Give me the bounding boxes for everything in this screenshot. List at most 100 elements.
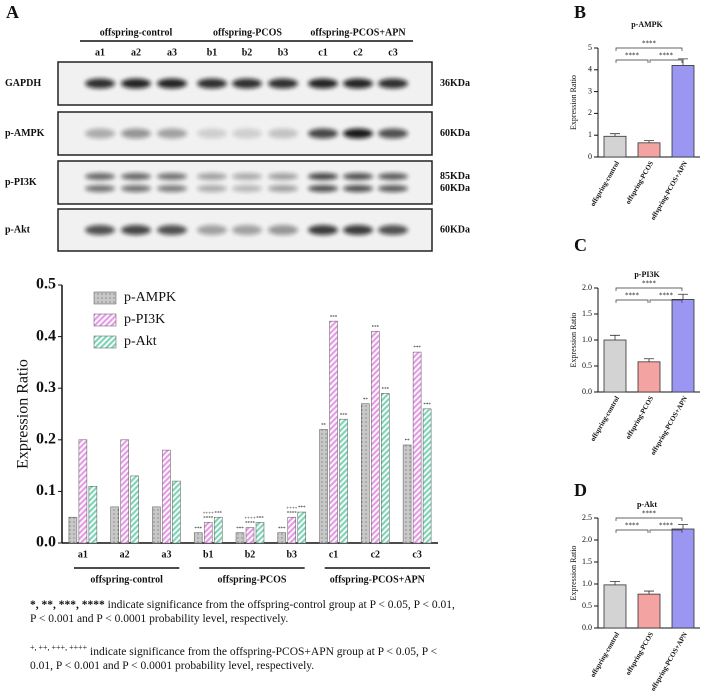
- lane-label: b2: [242, 47, 253, 58]
- chart-title: p-AMPK: [631, 20, 663, 29]
- x-tick-label: offspring-control: [589, 160, 621, 208]
- x-tick-label: offspring-PCOS+APN: [649, 631, 689, 693]
- y-tick-label: 2.5: [582, 513, 592, 522]
- y-axis-label: Expression Ratio: [569, 313, 578, 368]
- y-tick-label: 0.1: [36, 482, 56, 499]
- significance-label: ****: [642, 510, 657, 518]
- significance-label: ****: [642, 40, 657, 48]
- error-bar: [610, 580, 620, 585]
- blot-band: [268, 225, 298, 235]
- y-axis-label: Expression Ratio: [15, 359, 32, 469]
- significance-label: ****: [659, 52, 674, 60]
- significance-label: ***: [413, 346, 421, 351]
- y-tick-label: 1.5: [582, 557, 592, 566]
- y-tick-label: 0.0: [582, 623, 592, 632]
- significance-label: ****: [625, 522, 640, 530]
- lane-label: a1: [95, 47, 105, 58]
- blot-band: [343, 78, 373, 89]
- footnote-text: indicate significance from the offspring…: [30, 599, 455, 625]
- significance-label: ***: [278, 527, 286, 532]
- significance-label: ****: [642, 280, 657, 288]
- y-tick-label: 0: [588, 152, 592, 161]
- x-tick-label: b1: [203, 549, 214, 560]
- x-tick-label: a3: [161, 549, 171, 560]
- blot-band: [197, 225, 227, 235]
- bar: [88, 485, 98, 544]
- group-label: offspring-control: [90, 574, 163, 585]
- panel-label: A: [6, 2, 19, 22]
- blot-band: [85, 185, 115, 192]
- group-label: offspring-PCOS+APN: [330, 574, 426, 585]
- error-bar: [678, 58, 688, 66]
- blot-band: [232, 225, 262, 235]
- bar: [193, 532, 203, 544]
- bar: [422, 408, 432, 544]
- y-tick-label: 1.5: [582, 309, 592, 318]
- y-tick-label: 0.0: [36, 534, 56, 551]
- blot-band: [85, 128, 115, 139]
- lane-label: c2: [353, 47, 362, 58]
- y-tick-label: 2.0: [582, 535, 592, 544]
- y-tick-label: 0.0: [582, 387, 592, 396]
- bar: [603, 584, 627, 629]
- bar: [78, 439, 88, 544]
- x-tick-label: offspring-PCOS: [624, 631, 655, 677]
- bar: [361, 403, 370, 544]
- x-tick-label: offspring-PCOS+APN: [649, 160, 689, 222]
- chart-title: p-PI3K: [634, 270, 660, 279]
- bar: [637, 361, 661, 393]
- y-tick-label: 1: [588, 130, 592, 139]
- bar: [203, 522, 213, 544]
- footnote-text: indicate significance from the offspring…: [30, 645, 438, 672]
- x-tick-label: a2: [120, 549, 130, 560]
- significance-bracket: [649, 529, 683, 533]
- legend-swatch: [93, 335, 117, 349]
- blot-band: [121, 185, 151, 192]
- significance-label: ***: [256, 517, 264, 522]
- blot-band: [157, 128, 187, 139]
- blot-band: [268, 185, 298, 192]
- bar: [162, 449, 171, 544]
- bar: [371, 331, 380, 544]
- significance-bracket: [615, 47, 683, 51]
- blot-band: [343, 185, 373, 192]
- blot-band: [157, 185, 187, 192]
- significance-bracket: [615, 529, 649, 533]
- blot-band: [308, 173, 338, 180]
- significance-label: ****: [659, 522, 674, 530]
- blot-band: [157, 173, 187, 180]
- blot-band: [308, 225, 338, 235]
- y-axis-label: Expression Ratio: [569, 75, 578, 130]
- bar: [637, 142, 661, 158]
- blot-row-label: p-PI3K: [5, 177, 37, 188]
- blot-band: [197, 78, 227, 89]
- significance-label: ***: [236, 527, 244, 532]
- x-tick-label: offspring-control: [589, 631, 621, 679]
- significance-label: ***: [298, 506, 306, 511]
- blot-band: [232, 128, 262, 139]
- lane-label: a2: [131, 47, 141, 58]
- y-tick-label: 1.0: [582, 579, 592, 588]
- error-bar: [678, 293, 688, 300]
- bar: [329, 320, 338, 544]
- x-tick-label: c3: [412, 549, 421, 560]
- blot-band: [378, 173, 408, 180]
- bar: [381, 393, 390, 544]
- panel-label: D: [574, 480, 587, 500]
- blot-group-label: offspring-PCOS: [213, 27, 282, 38]
- significance-label: ***: [340, 413, 348, 418]
- significance-label: ++++: [244, 517, 255, 522]
- significance-bracket: [649, 59, 683, 63]
- lane-label: c1: [318, 47, 327, 58]
- legend-label: p-PI3K: [124, 312, 165, 327]
- x-tick-label: c2: [371, 549, 380, 560]
- legend-label: p-AMPK: [124, 290, 176, 305]
- blot-band: [308, 128, 338, 139]
- significance-label: ****: [625, 52, 640, 60]
- y-tick-label: 1.0: [582, 335, 592, 344]
- significance-label: ++++: [203, 512, 214, 517]
- bar: [287, 516, 297, 544]
- bar: [671, 65, 695, 158]
- blot-band: [343, 128, 373, 139]
